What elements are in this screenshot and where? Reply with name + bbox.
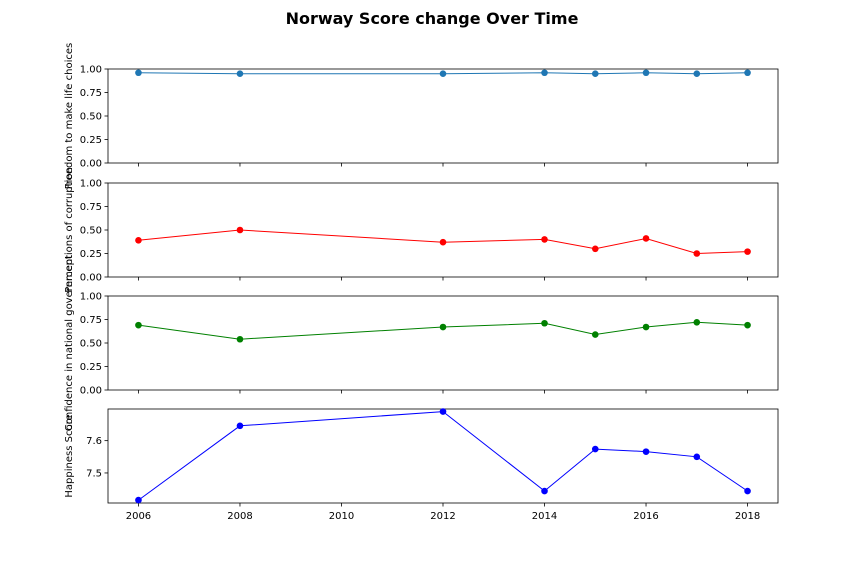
x-tick-label: 2008 [227, 511, 252, 522]
data-point [236, 70, 244, 77]
y-tick-label: 0.00 [80, 386, 102, 397]
y-tick-label: 7.6 [86, 436, 102, 447]
data-point [744, 248, 751, 255]
y-axis-label: Happiness Score [64, 414, 75, 497]
y-tick-label: 1.00 [80, 292, 102, 303]
data-point [693, 70, 701, 77]
x-tick-label: 2018 [735, 511, 760, 522]
y-tick-label: 0.25 [80, 249, 102, 260]
data-point [541, 236, 548, 243]
data-point [591, 245, 599, 253]
y-tick-label: 0.25 [80, 362, 102, 373]
data-point [744, 69, 751, 77]
series-line [138, 72, 748, 75]
subplot-2: 0.00 0.25 0.50 0.75 1.00 Perceptions of corru… [64, 167, 779, 293]
data-point [439, 408, 447, 415]
y-tick-label: 0.75 [80, 315, 102, 326]
y-axis-label: Confidence in national government [64, 255, 75, 431]
data-point [135, 237, 142, 244]
data-point [744, 321, 751, 329]
subplot-1: 0.00 0.25 0.50 0.75 1.00 Freedom to make life… [64, 43, 779, 189]
data-point [642, 448, 650, 455]
data-point [642, 69, 650, 77]
data-point [591, 331, 599, 338]
subplot-4: 7.5 7.6 2006 2008 2010 2012 2014 2016 2018 Happin… [64, 408, 779, 522]
data-point [642, 235, 650, 242]
y-tick-label: 0.50 [80, 339, 102, 350]
y-tick-label: 1.00 [80, 65, 102, 76]
data-point [236, 422, 244, 430]
data-point [439, 323, 447, 331]
data-point [439, 238, 447, 246]
series-line [138, 321, 748, 340]
y-tick-label: 0.75 [80, 202, 102, 213]
x-tick-label: 2010 [329, 511, 354, 522]
data-point [439, 70, 447, 77]
data-point [541, 69, 548, 77]
data-point [693, 319, 701, 326]
series-line [138, 229, 748, 255]
data-point [135, 321, 142, 329]
y-tick-label: 0.00 [80, 159, 102, 170]
data-point [135, 69, 142, 77]
y-tick-label: 7.5 [86, 468, 102, 479]
y-tick-label: 0.25 [80, 135, 102, 146]
x-tick-label: 2016 [633, 511, 658, 522]
data-point [591, 445, 599, 453]
subplot-3: 0.00 0.25 0.50 0.75 1.00 Confidence in nation… [64, 255, 779, 431]
y-tick-label: 0.50 [80, 226, 102, 237]
axes-frame [107, 295, 779, 391]
axes-frame [107, 182, 779, 278]
chart-title: Norway Score change Over Time [286, 9, 579, 28]
y-tick-label: 0.50 [80, 112, 102, 123]
data-point [591, 70, 599, 77]
series-line [138, 411, 748, 501]
y-axis-label: Perceptions of corruption [64, 167, 75, 293]
y-tick-label: 0.75 [80, 88, 102, 99]
data-point [642, 323, 650, 331]
data-point [541, 487, 548, 495]
data-point [693, 453, 701, 461]
data-point [236, 226, 244, 234]
axes-frame [107, 408, 779, 504]
y-tick-label: 0.00 [80, 273, 102, 284]
axes-frame [107, 68, 779, 164]
data-point [236, 335, 244, 343]
y-axis-label: Freedom to make life choices [64, 43, 75, 189]
x-tick-label: 2014 [532, 511, 557, 522]
x-tick-label: 2006 [126, 511, 151, 522]
x-tick-label: 2012 [430, 511, 455, 522]
data-point [693, 250, 701, 257]
data-point [135, 496, 142, 504]
data-point [541, 319, 548, 327]
y-tick-label: 1.00 [80, 179, 102, 190]
data-point [744, 487, 751, 495]
